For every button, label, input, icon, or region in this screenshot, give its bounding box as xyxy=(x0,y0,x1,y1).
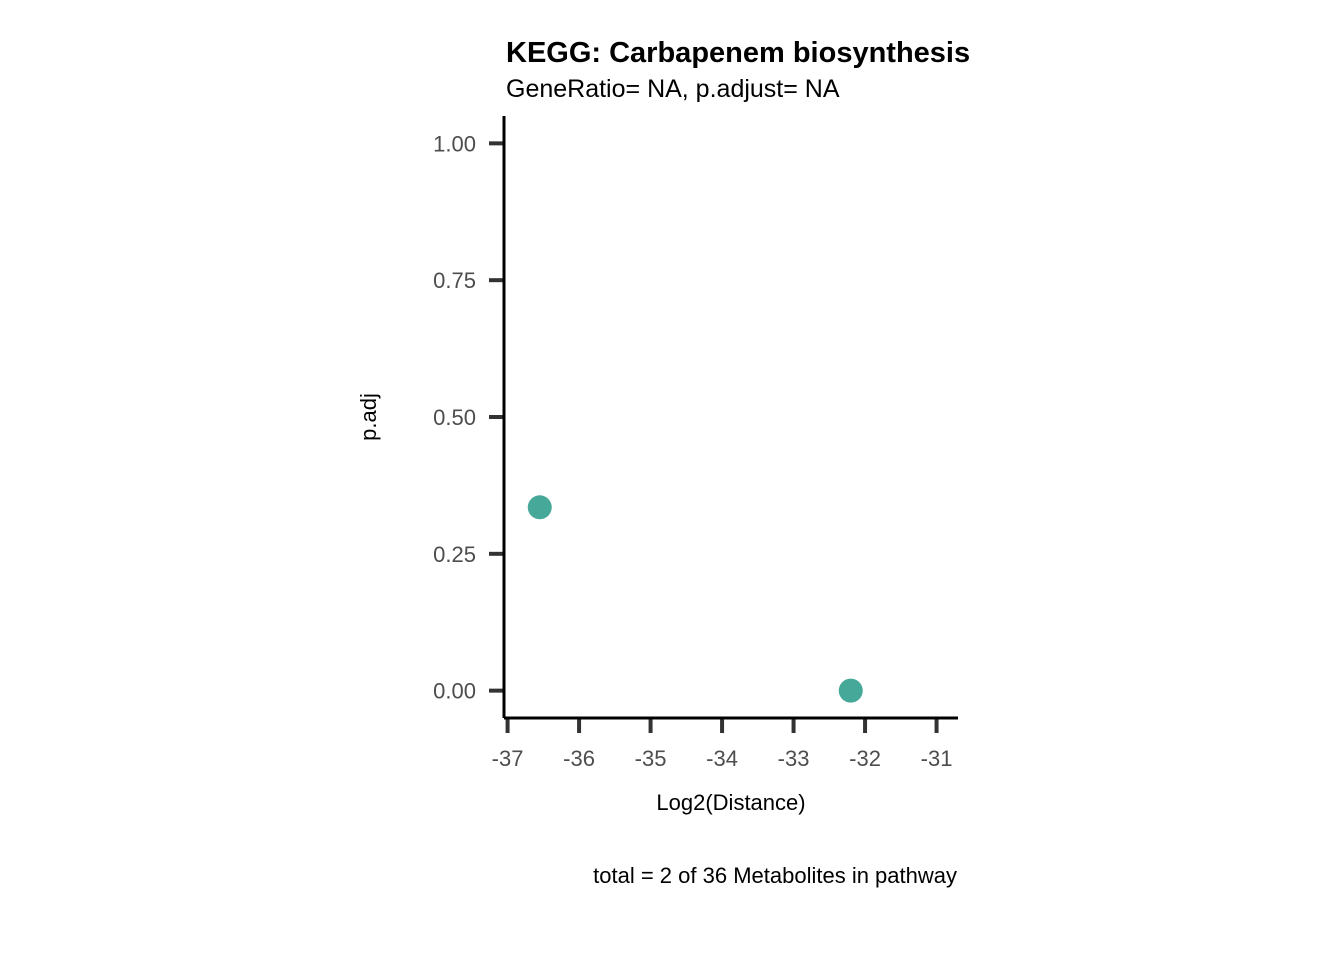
chart-caption: total = 2 of 36 Metabolites in pathway xyxy=(593,863,957,888)
y-tick-label: 0.50 xyxy=(433,405,476,430)
y-tick-label: 0.25 xyxy=(433,542,476,567)
x-axis-title: Log2(Distance) xyxy=(656,790,805,815)
x-tick-label: -34 xyxy=(706,746,738,771)
x-tick-label: -37 xyxy=(492,746,524,771)
y-axis-ticks: 0.00 0.25 0.50 0.75 1.00 xyxy=(433,131,504,704)
data-point xyxy=(527,495,552,520)
x-tick-label: -33 xyxy=(778,746,810,771)
x-axis-ticks: -37 -36 -35 -34 -33 -32 -31 xyxy=(492,718,953,771)
data-point xyxy=(838,678,863,703)
chart-title: KEGG: Carbapenem biosynthesis xyxy=(506,37,970,69)
y-tick-label: 0.75 xyxy=(433,268,476,293)
y-tick-label: 1.00 xyxy=(433,131,476,156)
x-tick-label: -35 xyxy=(635,746,667,771)
data-points xyxy=(527,495,863,703)
chart-subtitle: GeneRatio= NA, p.adjust= NA xyxy=(506,75,840,103)
x-tick-label: -31 xyxy=(921,746,953,771)
x-tick-label: -36 xyxy=(563,746,595,771)
y-tick-label: 0.00 xyxy=(433,679,476,704)
y-axis-title: p.adj xyxy=(356,393,381,441)
x-tick-label: -32 xyxy=(849,746,881,771)
